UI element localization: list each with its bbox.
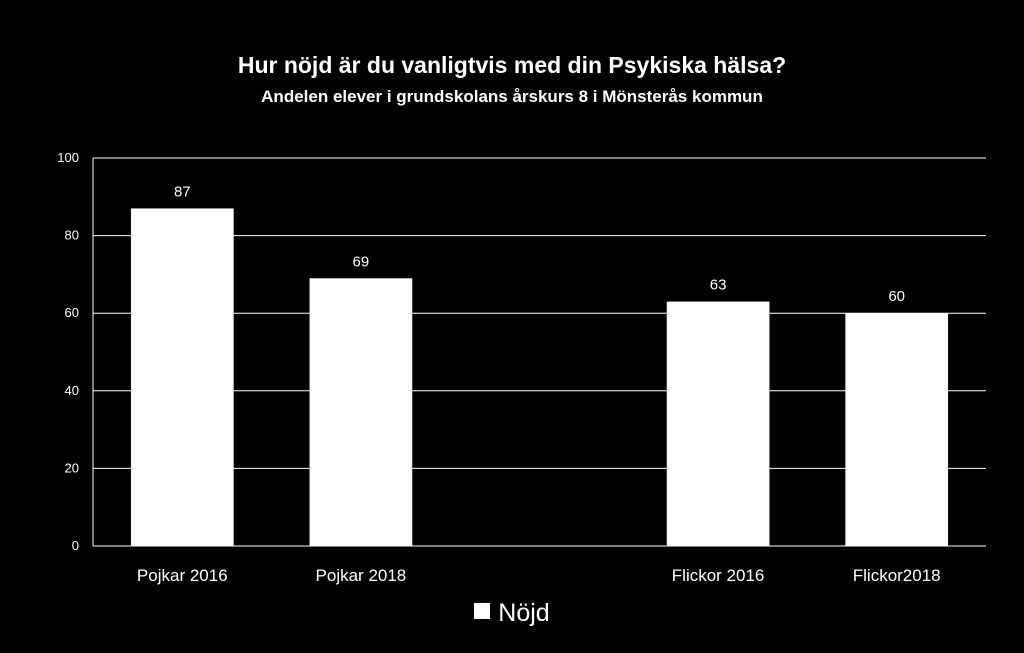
x-tick-label: Flickor2018: [853, 566, 941, 585]
y-tick-label: 100: [57, 150, 79, 165]
y-tick-label: 20: [65, 460, 79, 475]
data-label: 63: [710, 277, 727, 294]
bar: [666, 301, 770, 546]
y-tick-label: 80: [65, 228, 79, 243]
x-tick-label: Flickor 2016: [672, 566, 765, 585]
chart-subtitle: Andelen elever i grundskolans årskurs 8 …: [261, 87, 763, 106]
y-tick-label: 0: [72, 538, 79, 553]
data-label: 87: [174, 183, 191, 200]
legend-swatch: [474, 603, 491, 620]
legend-label: Nöjd: [498, 598, 550, 627]
chart-title: Hur nöjd är du vanligtvis med din Psykis…: [237, 52, 787, 78]
bar: [309, 278, 413, 546]
data-label: 69: [353, 253, 370, 270]
legend: Nöjd: [0, 598, 1024, 628]
x-tick-label: Pojkar 2016: [137, 566, 228, 585]
y-tick-label: 60: [65, 305, 79, 320]
bar: [130, 208, 234, 546]
y-tick-label: 40: [65, 383, 79, 398]
bar: [845, 313, 949, 546]
x-tick-label: Pojkar 2018: [316, 566, 407, 585]
data-label: 60: [888, 288, 905, 305]
